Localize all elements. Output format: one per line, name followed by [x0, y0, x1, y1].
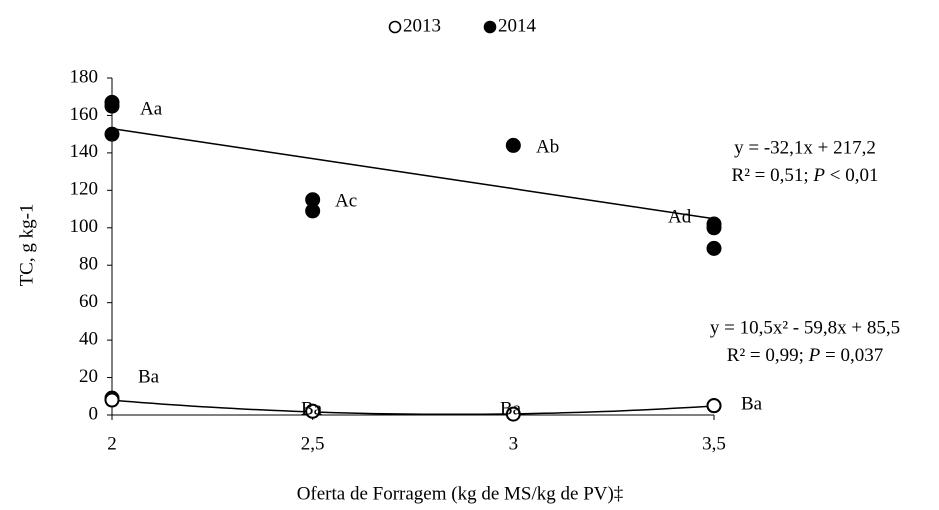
point: [706, 220, 722, 236]
point: [305, 403, 321, 419]
trend-equation: y = 10,5x² - 59,8x + 85,5: [710, 317, 900, 338]
point: [104, 98, 120, 114]
r2-text: R² = 0,51;: [732, 165, 814, 186]
p-text: = 0,037: [820, 345, 883, 366]
trendline: [111, 127, 715, 220]
point: [706, 398, 722, 414]
point-annotation: Aa: [140, 98, 163, 119]
point-annotation: Ba: [500, 398, 522, 419]
trend-stats: R² = 0,99; P = 0,037: [727, 345, 883, 366]
x-tick-label: 3: [509, 433, 519, 454]
point: [505, 406, 521, 422]
point-annotation: Ac: [335, 190, 357, 211]
y-axis-label: TC, g kg-1: [16, 204, 37, 287]
point: [104, 126, 120, 142]
legend-marker: [483, 20, 497, 34]
y-tick-label: 100: [70, 216, 99, 237]
point-annotation: Ba: [138, 366, 160, 387]
point-annotation: Ba: [741, 393, 763, 414]
p-symbol: P: [808, 345, 821, 366]
legend-label: 2013: [403, 15, 441, 36]
point-annotation: Ab: [536, 136, 559, 157]
trendline: [111, 399, 715, 416]
point: [505, 137, 521, 153]
trend-stats: R² = 0,51; P < 0,01: [732, 165, 879, 186]
y-tick-label: 180: [70, 66, 99, 87]
trend-equation: y = -32,1x + 217,2: [734, 137, 876, 158]
y-tick-label: 80: [79, 254, 98, 275]
x-axis-label: Oferta de Forragem (kg de MS/kg de PV)‡: [297, 483, 624, 504]
r2-text: R² = 0,99;: [727, 345, 809, 366]
x-tick-label: 3,5: [702, 433, 726, 454]
y-tick-label: 140: [70, 141, 99, 162]
y-tick-label: 20: [79, 366, 98, 387]
legend-marker: [388, 20, 402, 34]
y-tick-label: 60: [79, 291, 98, 312]
point: [706, 240, 722, 256]
point: [305, 203, 321, 219]
y-tick-label: 40: [79, 328, 98, 349]
y-tick-label: 160: [70, 104, 99, 125]
point-annotation: Ad: [668, 206, 692, 227]
y-tick-label: 120: [70, 179, 99, 200]
y-tick-label: 0: [89, 403, 99, 424]
x-tick-label: 2: [107, 433, 117, 454]
legend-label: 2014: [498, 15, 537, 36]
x-tick-label: 2,5: [301, 433, 325, 454]
point-annotation: Ba: [301, 398, 323, 419]
point: [104, 392, 120, 408]
p-symbol: P: [812, 165, 825, 186]
p-text: < 0,01: [825, 165, 878, 186]
